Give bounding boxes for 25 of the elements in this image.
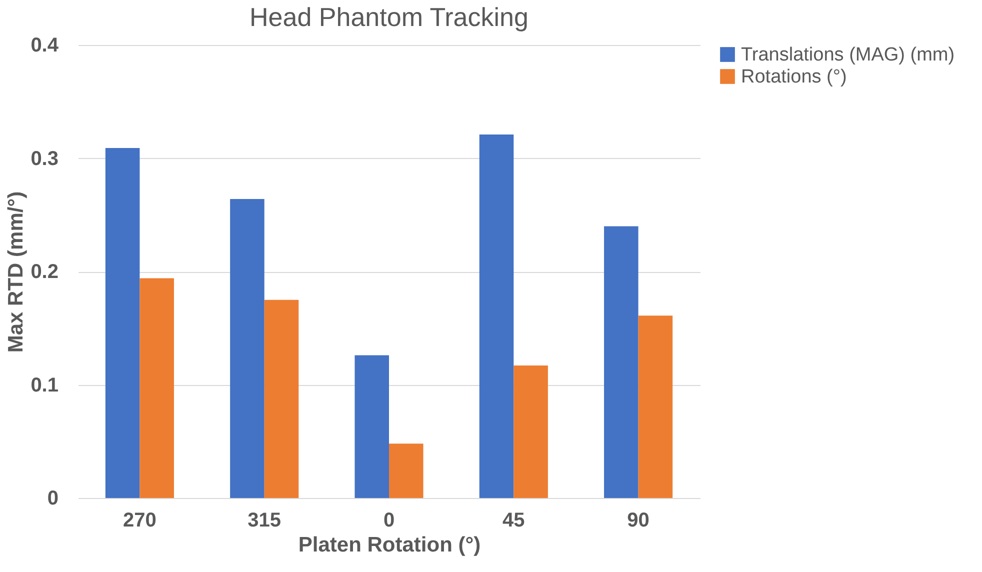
y-tick-label: 0.1 xyxy=(30,374,58,396)
y-axis-title: Max RTD (mm/°) xyxy=(4,191,28,353)
y-tick-label: 0.3 xyxy=(30,148,58,170)
y-tick-label: 0 xyxy=(47,488,58,510)
y-tick-label: 0.4 xyxy=(30,34,60,56)
bar xyxy=(514,366,548,498)
x-tick-label: 270 xyxy=(123,510,156,532)
y-tick-label: 0.2 xyxy=(30,261,58,283)
bar xyxy=(604,226,638,498)
bar xyxy=(638,316,673,498)
bar xyxy=(230,199,264,498)
bar xyxy=(264,300,299,498)
bar xyxy=(354,355,389,498)
legend-label: Translations (MAG) (mm) xyxy=(741,44,955,66)
bar xyxy=(140,278,174,498)
x-tick-label: 90 xyxy=(627,510,650,532)
x-tick-label: 0 xyxy=(383,510,395,532)
bar xyxy=(389,444,424,498)
x-tick-label: 315 xyxy=(248,510,282,532)
legend-label: Rotations (°) xyxy=(741,66,847,88)
bar xyxy=(105,148,140,498)
chart-title: Head Phantom Tracking xyxy=(250,2,528,32)
x-tick-label: 45 xyxy=(502,510,525,532)
x-axis-title: Platen Rotation (°) xyxy=(298,534,481,556)
bar xyxy=(479,134,514,498)
